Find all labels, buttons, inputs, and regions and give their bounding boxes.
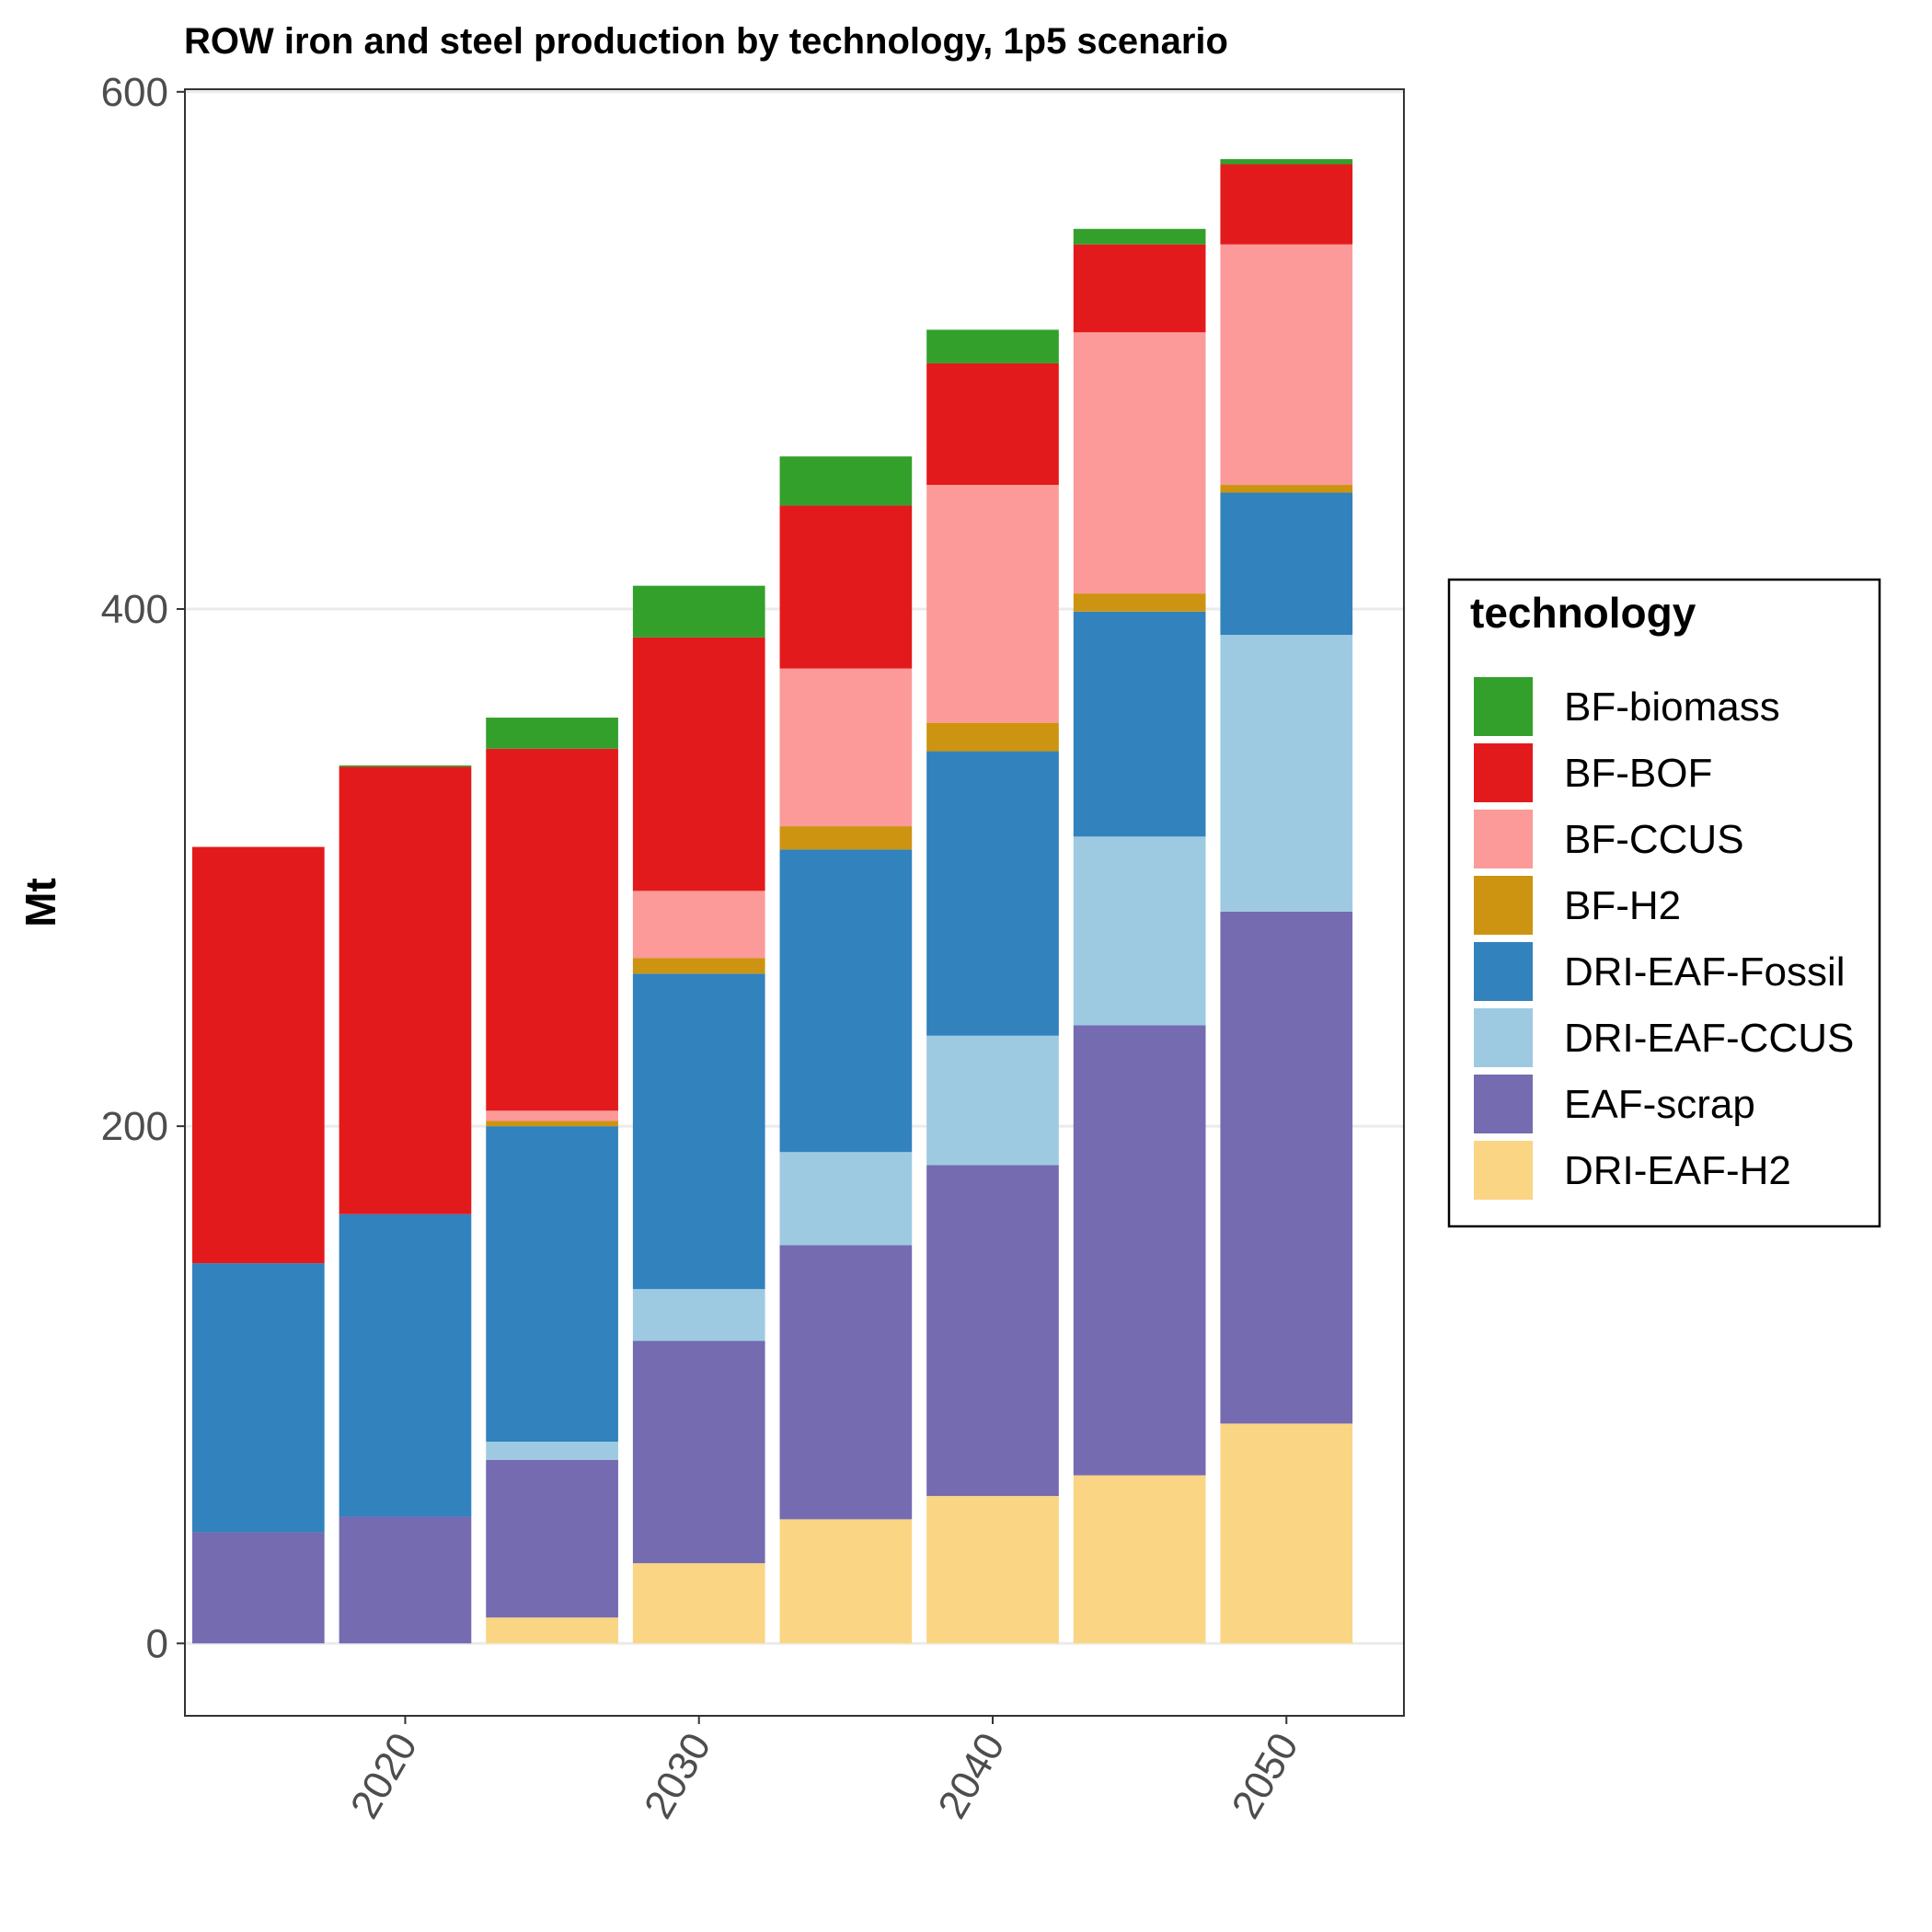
bar-segment-bf-bof-2050	[1220, 164, 1353, 245]
legend: technology BF-biomass BF-BOF BF-CCUS BF-H2 D…	[1447, 578, 1881, 1228]
legend-swatch-bf-biomass	[1474, 677, 1533, 736]
bar-segment-bf-bof-2040	[926, 362, 1059, 486]
bar-segment-bf-h2-2030	[632, 958, 765, 974]
bar-segment-bf-biomass-2020	[339, 765, 472, 767]
bar-segment-dri-eaf-ccus-2040	[926, 1035, 1059, 1166]
bar-segment-bf-biomass-2045	[1073, 228, 1206, 245]
legend-label: DRI-EAF-H2	[1564, 1148, 1791, 1193]
x-tick-label: 2020	[342, 1726, 426, 1826]
bar-segment-dri-eaf-ccus-2035	[779, 1152, 913, 1246]
legend-label: EAF-scrap	[1564, 1082, 1755, 1127]
bar-segment-bf-ccus-2040	[926, 485, 1059, 723]
legend-swatch-dri-eaf-h2	[1474, 1141, 1533, 1200]
bar-segment-eaf-scrap-2025	[486, 1459, 618, 1618]
bar-segment-bf-biomass-2030	[632, 585, 765, 638]
bar-segment-dri-eaf-h2-2045	[1073, 1475, 1206, 1644]
bar-segment-dri-eaf-fossil-2020	[339, 1213, 472, 1517]
bar-segment-bf-ccus-2030	[632, 891, 765, 959]
legend-label: DRI-EAF-Fossil	[1564, 949, 1846, 995]
bar-segment-dri-eaf-fossil-2035	[779, 849, 913, 1153]
bar-segment-eaf-scrap-2030	[632, 1340, 765, 1564]
bar-segment-dri-eaf-h2-2030	[632, 1563, 765, 1644]
y-tick-label: 200	[101, 1104, 168, 1149]
legend-swatch-eaf-scrap	[1474, 1075, 1533, 1133]
bar-segment-eaf-scrap-2015	[191, 1532, 325, 1644]
legend-swatch-bf-h2	[1474, 876, 1533, 935]
bar-segment-bf-bof-2045	[1073, 244, 1206, 333]
bar-segment-bf-biomass-2035	[779, 456, 913, 506]
legend-label: BF-CCUS	[1564, 817, 1744, 862]
bar-segment-dri-eaf-h2-2035	[779, 1519, 913, 1644]
bar-segment-dri-eaf-h2-2050	[1220, 1423, 1353, 1644]
y-tick-label: 0	[146, 1621, 168, 1666]
bar-segment-dri-eaf-fossil-2045	[1073, 611, 1206, 837]
bar-segment-bf-bof-2025	[486, 748, 618, 1111]
bar-segment-dri-eaf-ccus-2045	[1073, 836, 1206, 1026]
bar-segment-dri-eaf-ccus-2050	[1220, 635, 1353, 912]
bar-segment-dri-eaf-h2-2025	[486, 1617, 618, 1644]
bar-segment-bf-bof-2030	[632, 637, 765, 891]
bar-segment-bf-biomass-2050	[1220, 158, 1353, 165]
bar-segment-bf-h2-2025	[486, 1121, 618, 1127]
legend-title: technology	[1470, 589, 1696, 637]
legend-swatch-bf-bof	[1474, 743, 1533, 802]
bar-segment-eaf-scrap-2020	[339, 1516, 472, 1644]
bar-segment-dri-eaf-ccus-2030	[632, 1289, 765, 1341]
legend-label: BF-H2	[1564, 883, 1681, 928]
bar-segment-bf-ccus-2050	[1220, 244, 1353, 486]
bar-segment-dri-eaf-h2-2040	[926, 1496, 1059, 1644]
bar-segment-bf-h2-2035	[779, 826, 913, 850]
legend-label: BF-BOF	[1564, 751, 1712, 796]
legend-label: DRI-EAF-CCUS	[1564, 1016, 1854, 1061]
x-tick-label: 2050	[1224, 1726, 1307, 1826]
bar-segment-dri-eaf-fossil-2015	[191, 1263, 325, 1533]
bar-segment-eaf-scrap-2035	[779, 1245, 913, 1520]
y-axis-label: Mt	[17, 878, 64, 927]
chart-title: ROW iron and steel production by technol…	[184, 21, 1228, 62]
legend-swatch-bf-ccus	[1474, 810, 1533, 868]
bar-segment-bf-biomass-2040	[926, 329, 1059, 363]
y-tick-label: 600	[101, 70, 168, 115]
plot-panel-border	[184, 88, 1405, 1717]
bar-segment-bf-h2-2050	[1220, 485, 1353, 493]
bar-segment-eaf-scrap-2045	[1073, 1025, 1206, 1476]
bar-segment-dri-eaf-ccus-2025	[486, 1442, 618, 1460]
bar-segment-bf-bof-2015	[191, 846, 325, 1264]
bar-segment-bf-ccus-2025	[486, 1110, 618, 1121]
legend-swatch-dri-eaf-fossil	[1474, 942, 1533, 1001]
bar-segment-bf-h2-2040	[926, 722, 1059, 752]
y-tick-label: 400	[101, 587, 168, 632]
bar-segment-bf-ccus-2045	[1073, 332, 1206, 594]
legend-swatch-dri-eaf-ccus	[1474, 1008, 1533, 1067]
x-tick-label: 2040	[929, 1726, 1013, 1826]
bar-segment-dri-eaf-fossil-2040	[926, 751, 1059, 1036]
bar-segment-eaf-scrap-2050	[1220, 911, 1353, 1424]
bar-segment-bf-bof-2035	[779, 505, 913, 669]
bar-segment-dri-eaf-fossil-2050	[1220, 492, 1353, 636]
bar-segment-eaf-scrap-2040	[926, 1165, 1059, 1497]
bars	[191, 158, 1353, 1644]
legend-label: BF-biomass	[1564, 684, 1780, 730]
bar-segment-bf-h2-2045	[1073, 593, 1206, 612]
bar-segment-bf-bof-2020	[339, 766, 472, 1214]
x-tick-label: 2030	[636, 1726, 719, 1826]
bar-segment-dri-eaf-fossil-2030	[632, 973, 765, 1290]
bar-segment-dri-eaf-fossil-2025	[486, 1126, 618, 1443]
bar-segment-bf-ccus-2035	[779, 668, 913, 827]
bar-segment-bf-biomass-2025	[486, 718, 618, 749]
